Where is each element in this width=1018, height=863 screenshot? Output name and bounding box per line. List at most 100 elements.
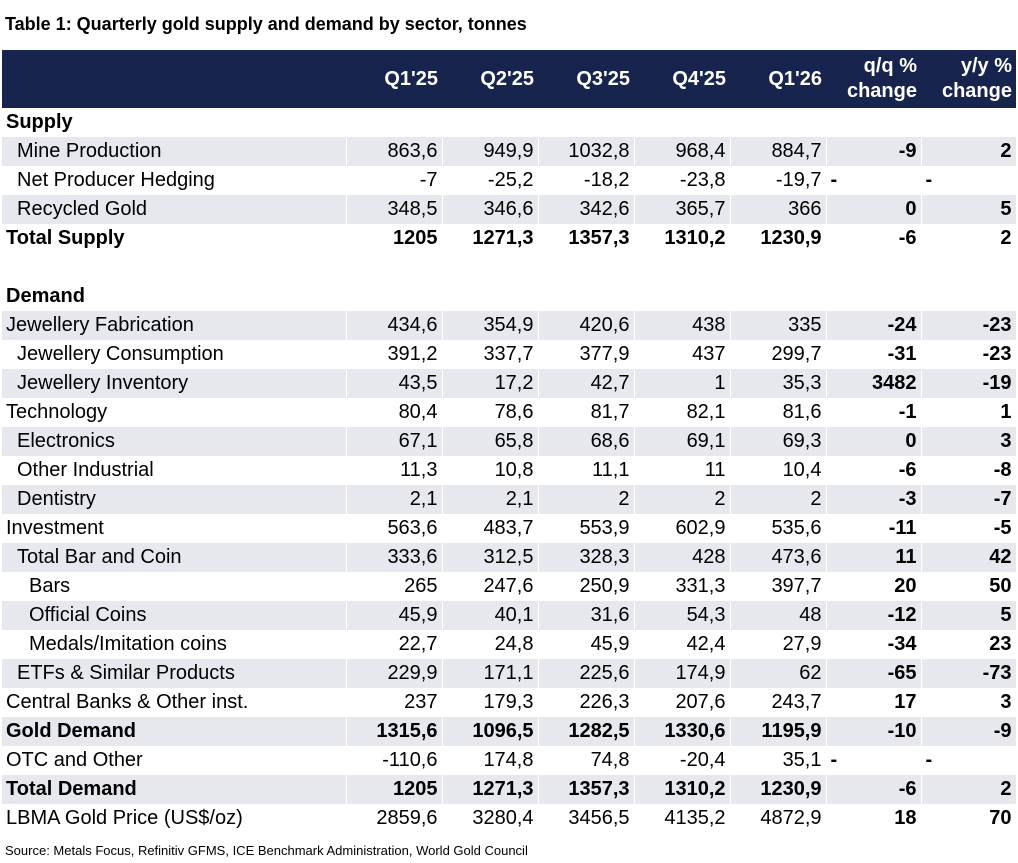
yy-change-cell: 50 bbox=[921, 572, 1017, 601]
qq-change-cell: 0 bbox=[826, 427, 922, 456]
qq-change-cell: -24 bbox=[826, 311, 922, 340]
value-cell: -110,6 bbox=[346, 746, 443, 775]
value-cell: -23,8 bbox=[634, 166, 731, 195]
row-label: Investment bbox=[2, 514, 347, 543]
yy-change-cell: -7 bbox=[921, 485, 1017, 514]
value-cell: 333,6 bbox=[346, 543, 443, 572]
value-cell: 473,6 bbox=[730, 543, 827, 572]
value-cell: 3456,5 bbox=[538, 804, 635, 833]
qq-change-cell: -34 bbox=[826, 630, 922, 659]
value-cell: 1230,9 bbox=[730, 775, 827, 804]
row-label: Recycled Gold bbox=[2, 195, 347, 224]
value-cell: 11,3 bbox=[346, 456, 443, 485]
value-cell: 437 bbox=[634, 340, 731, 369]
value-cell: 4872,9 bbox=[730, 804, 827, 833]
qq-change-cell: - bbox=[826, 746, 922, 775]
value-cell: 54,3 bbox=[634, 601, 731, 630]
table-row: Medals/Imitation coins 22,7 24,8 45,9 42,4 27… bbox=[2, 630, 1017, 659]
value-cell: -7 bbox=[346, 166, 443, 195]
value-cell: 250,9 bbox=[538, 572, 635, 601]
table-title: Table 1: Quarterly gold supply and deman… bbox=[5, 14, 527, 34]
value-cell: 229,9 bbox=[346, 659, 443, 688]
value-cell: 45,9 bbox=[346, 601, 443, 630]
value-cell: 563,6 bbox=[346, 514, 443, 543]
row-label: ETFs & Similar Products bbox=[2, 659, 347, 688]
value-cell: 328,3 bbox=[538, 543, 635, 572]
value-cell: 62 bbox=[730, 659, 827, 688]
value-cell: 1205 bbox=[346, 224, 443, 253]
spacer-cell bbox=[2, 253, 1017, 282]
value-cell: -18,2 bbox=[538, 166, 635, 195]
yy-change-cell: 23 bbox=[921, 630, 1017, 659]
value-cell: 81,7 bbox=[538, 398, 635, 427]
yy-change-cell: - bbox=[921, 166, 1017, 195]
value-cell: 331,3 bbox=[634, 572, 731, 601]
qq-change-cell: 17 bbox=[826, 688, 922, 717]
value-cell: 354,9 bbox=[442, 311, 539, 340]
value-cell: 78,6 bbox=[442, 398, 539, 427]
value-cell: 226,3 bbox=[538, 688, 635, 717]
qq-change-cell: 3482 bbox=[826, 369, 922, 398]
yy-change-cell: 2 bbox=[921, 137, 1017, 166]
value-cell: 2859,6 bbox=[346, 804, 443, 833]
value-cell: 1330,6 bbox=[634, 717, 731, 746]
value-cell: 2,1 bbox=[442, 485, 539, 514]
value-cell: 11,1 bbox=[538, 456, 635, 485]
table-row: Technology 80,4 78,6 81,7 82,1 81,6 -1 1 bbox=[2, 398, 1017, 427]
yy-change-cell: 2 bbox=[921, 224, 1017, 253]
table-row: LBMA Gold Price (US$/oz) 2859,6 3280,4 3456… bbox=[2, 804, 1017, 833]
qq-change-cell: -6 bbox=[826, 456, 922, 485]
table-row: Gold Demand 1315,6 1096,5 1282,5 1330,6 1195,… bbox=[2, 717, 1017, 746]
header-q4-25: Q4'25 bbox=[634, 50, 730, 108]
qq-change-cell: -10 bbox=[826, 717, 922, 746]
value-cell: 81,6 bbox=[730, 398, 827, 427]
value-cell: 312,5 bbox=[442, 543, 539, 572]
value-cell: 243,7 bbox=[730, 688, 827, 717]
source-note: Source: Metals Focus, Refinitiv GFMS, IC… bbox=[5, 843, 528, 858]
value-cell: 225,6 bbox=[538, 659, 635, 688]
yy-change-cell: -9 bbox=[921, 717, 1017, 746]
table-row: Total Bar and Coin 333,6 312,5 328,3 428 473,… bbox=[2, 543, 1017, 572]
value-cell: 82,1 bbox=[634, 398, 731, 427]
row-label: Jewellery Consumption bbox=[2, 340, 347, 369]
value-cell: 1032,8 bbox=[538, 137, 635, 166]
spacer-row bbox=[2, 253, 1017, 282]
value-cell: 74,8 bbox=[538, 746, 635, 775]
row-label: Mine Production bbox=[2, 137, 347, 166]
value-cell: 299,7 bbox=[730, 340, 827, 369]
value-cell: 31,6 bbox=[538, 601, 635, 630]
table-row: OTC and Other -110,6 174,8 74,8 -20,4 35,1- - bbox=[2, 746, 1017, 775]
qq-change-cell: -1 bbox=[826, 398, 922, 427]
qq-change-cell: -3 bbox=[826, 485, 922, 514]
row-label: Total Supply bbox=[2, 224, 347, 253]
value-cell: 1357,3 bbox=[538, 224, 635, 253]
header-q3-25: Q3'25 bbox=[538, 50, 634, 108]
table-row: Central Banks & Other inst. 237 179,3 226,3… bbox=[2, 688, 1017, 717]
value-cell: 3280,4 bbox=[442, 804, 539, 833]
value-cell: 43,5 bbox=[346, 369, 443, 398]
value-cell: 179,3 bbox=[442, 688, 539, 717]
yy-change-cell: -5 bbox=[921, 514, 1017, 543]
table-row: Bars 265 247,6 250,9 331,3 397,7 20 50 bbox=[2, 572, 1017, 601]
table-row: Official Coins 45,9 40,1 31,6 54,3 48 -12 5 bbox=[2, 601, 1017, 630]
table-row: Investment 563,6 483,7 553,9 602,9 535,6 -11 -5 bbox=[2, 514, 1017, 543]
value-cell: 428 bbox=[634, 543, 731, 572]
value-cell: 342,6 bbox=[538, 195, 635, 224]
qq-change-cell: 18 bbox=[826, 804, 922, 833]
value-cell: 27,9 bbox=[730, 630, 827, 659]
value-cell: 1271,3 bbox=[442, 775, 539, 804]
value-cell: 40,1 bbox=[442, 601, 539, 630]
yy-change-cell: -23 bbox=[921, 311, 1017, 340]
value-cell: 174,8 bbox=[442, 746, 539, 775]
value-cell: 420,6 bbox=[538, 311, 635, 340]
table-row: Recycled Gold 348,5 346,6 342,6 365,7 366 0 5 bbox=[2, 195, 1017, 224]
yy-change-cell: 5 bbox=[921, 195, 1017, 224]
value-cell: 24,8 bbox=[442, 630, 539, 659]
value-cell: 4135,2 bbox=[634, 804, 731, 833]
value-cell: 45,9 bbox=[538, 630, 635, 659]
value-cell: 949,9 bbox=[442, 137, 539, 166]
value-cell: 67,1 bbox=[346, 427, 443, 456]
value-cell: 968,4 bbox=[634, 137, 731, 166]
row-label: Total Demand bbox=[2, 775, 347, 804]
header-q1-25: Q1'25 bbox=[346, 50, 442, 108]
